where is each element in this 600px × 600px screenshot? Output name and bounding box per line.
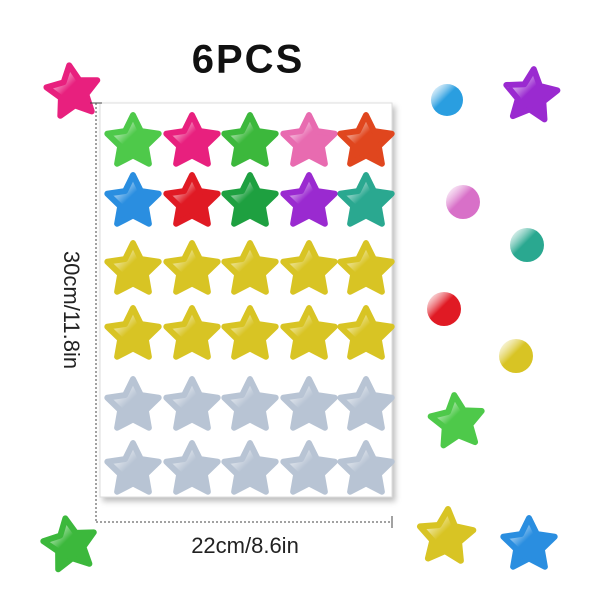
star-sticker <box>337 440 395 495</box>
dot-sticker <box>427 292 461 326</box>
star-sticker <box>337 305 395 360</box>
star-sticker <box>163 305 221 360</box>
star-sticker <box>500 515 558 570</box>
sticker-sheet <box>99 102 393 498</box>
star-sticker <box>104 376 162 431</box>
star-sticker <box>104 240 162 295</box>
star-sticker <box>337 172 395 227</box>
star-sticker <box>43 62 101 119</box>
star-sticker <box>104 305 162 360</box>
star-sticker <box>163 376 221 431</box>
star-sticker <box>163 172 221 227</box>
star-sticker <box>337 112 395 167</box>
star-sticker <box>280 240 338 295</box>
star-sticker <box>163 112 221 167</box>
star-sticker <box>221 305 279 360</box>
star-sticker <box>337 240 395 295</box>
dot-sticker <box>431 84 463 116</box>
star-sticker <box>104 172 162 227</box>
star-sticker <box>221 240 279 295</box>
star-sticker <box>221 440 279 495</box>
star-sticker <box>163 240 221 295</box>
star-sticker <box>280 376 338 431</box>
star-sticker <box>163 440 221 495</box>
dot-sticker <box>510 228 544 262</box>
star-sticker <box>221 376 279 431</box>
star-sticker <box>40 515 97 573</box>
star-sticker <box>427 392 485 449</box>
star-sticker <box>416 506 477 564</box>
star-sticker <box>104 112 162 167</box>
star-sticker <box>280 112 338 167</box>
star-sticker <box>221 112 279 167</box>
star-sticker <box>280 440 338 495</box>
height-label: 30cm/11.8in <box>59 251 84 369</box>
star-sticker <box>221 172 279 227</box>
dot-sticker <box>446 185 480 219</box>
star-sticker <box>337 376 395 431</box>
star-sticker <box>280 305 338 360</box>
title: 6PCS <box>192 38 305 82</box>
stickers <box>40 62 561 573</box>
dimension-lines <box>90 102 393 528</box>
star-sticker <box>280 172 338 227</box>
star-sticker <box>503 66 561 123</box>
width-label: 22cm/8.6in <box>191 533 299 558</box>
dot-sticker <box>499 339 533 373</box>
star-sticker <box>104 440 162 495</box>
